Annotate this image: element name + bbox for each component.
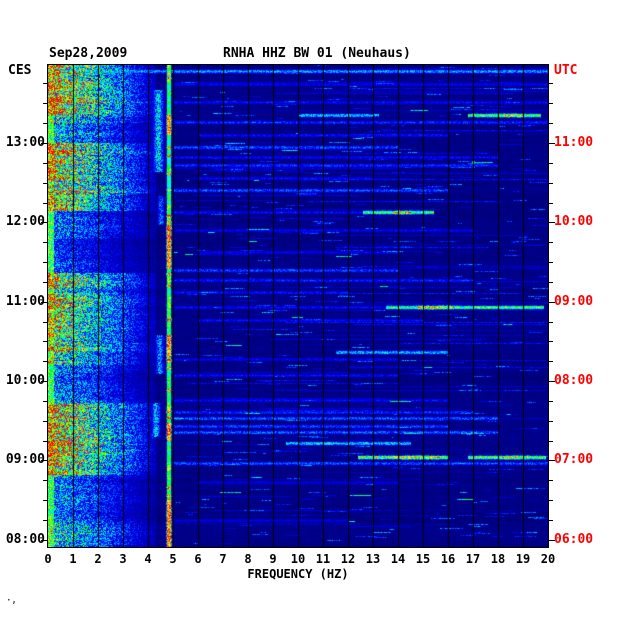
time-tick-right	[549, 182, 553, 184]
time-tick-left	[43, 341, 47, 343]
spectrogram-canvas	[48, 65, 548, 547]
freq-tick-label: 15	[415, 552, 431, 566]
time-tick-left	[43, 361, 47, 363]
freq-tick-label: 16	[440, 552, 456, 566]
freq-tick-label: 12	[340, 552, 356, 566]
freq-tick-label: 14	[390, 552, 406, 566]
left-timezone-label: CES	[8, 63, 32, 78]
time-tick-left	[43, 123, 47, 125]
right-timezone-label: UTC	[554, 63, 578, 78]
time-tick-right	[549, 301, 555, 303]
time-tick-left	[43, 321, 47, 323]
time-tick-right	[549, 222, 555, 224]
freq-tick-label: 4	[144, 552, 152, 566]
time-tick-right	[549, 381, 555, 383]
time-tick-left	[43, 400, 47, 402]
time-tick-right	[549, 83, 553, 85]
plot-frame	[47, 64, 549, 548]
time-tick-left	[43, 500, 47, 502]
time-tick-left	[43, 480, 47, 482]
time-tick-left	[43, 83, 47, 85]
x-axis-title: FREQUENCY (HZ)	[247, 567, 349, 581]
time-tick-right	[549, 242, 553, 244]
time-tick-right	[549, 162, 553, 164]
left-time-label: 09:00	[5, 452, 45, 468]
freq-tick-label: 11	[315, 552, 331, 566]
freq-tick-label: 17	[465, 552, 481, 566]
time-tick-left	[43, 162, 47, 164]
time-tick-left	[43, 103, 47, 105]
time-tick-left	[41, 460, 47, 462]
freq-tick-label: 2	[94, 552, 102, 566]
time-tick-left	[41, 381, 47, 383]
time-tick-right	[549, 123, 553, 125]
time-tick-left	[43, 519, 47, 521]
time-tick-right	[549, 262, 553, 264]
freq-tick-label: 6	[194, 552, 202, 566]
freq-tick-label: 20	[540, 552, 556, 566]
time-tick-right	[549, 460, 555, 462]
freq-tick-label: 9	[269, 552, 277, 566]
time-tick-right	[549, 143, 555, 144]
corner-artifact: ·,	[6, 596, 17, 606]
time-tick-left	[43, 281, 47, 283]
time-tick-right	[549, 539, 555, 541]
right-time-label: 11:00	[554, 135, 594, 150]
freq-tick-label: 8	[244, 552, 252, 566]
freq-tick-label: 0	[44, 552, 52, 566]
time-tick-right	[549, 400, 553, 402]
left-time-label: 11:00	[5, 293, 45, 309]
freq-tick-label: 3	[119, 552, 127, 566]
time-tick-right	[549, 420, 553, 422]
time-tick-right	[549, 480, 553, 482]
right-time-label: 08:00	[554, 373, 594, 389]
freq-tick-label: 1	[69, 552, 77, 566]
time-tick-left	[43, 242, 47, 244]
freq-tick-label: 13	[365, 552, 381, 566]
time-tick-left	[41, 539, 47, 541]
time-tick-left	[43, 420, 47, 422]
time-tick-left	[41, 301, 47, 303]
plot-title: RNHA HHZ BW 01 (Neuhaus)	[223, 46, 411, 61]
time-tick-right	[549, 281, 553, 283]
right-time-label: 07:00	[554, 452, 594, 468]
time-tick-right	[549, 519, 553, 521]
right-time-label: 10:00	[554, 214, 594, 230]
time-tick-right	[549, 500, 553, 502]
time-tick-right	[549, 341, 553, 343]
left-time-label: 13:00	[5, 135, 45, 150]
left-time-label: 12:00	[5, 214, 45, 230]
freq-tick-label: 18	[490, 552, 506, 566]
freq-tick-label: 19	[515, 552, 531, 566]
left-time-label: 10:00	[5, 373, 45, 389]
right-time-label: 06:00	[554, 531, 594, 547]
time-tick-right	[549, 361, 553, 363]
time-tick-left	[41, 143, 47, 144]
time-tick-left	[43, 182, 47, 184]
time-tick-right	[549, 321, 553, 323]
time-tick-left	[43, 262, 47, 264]
time-tick-right	[549, 103, 553, 105]
right-time-label: 09:00	[554, 293, 594, 309]
time-tick-right	[549, 202, 553, 204]
time-tick-right	[549, 440, 553, 442]
freq-tick-label: 10	[290, 552, 306, 566]
freq-tick-label: 7	[219, 552, 227, 566]
time-tick-left	[43, 440, 47, 442]
time-tick-left	[41, 222, 47, 224]
freq-tick-label: 5	[169, 552, 177, 566]
date-label: Sep28,2009	[49, 46, 128, 61]
time-tick-left	[43, 202, 47, 204]
left-time-label: 08:00	[5, 531, 45, 547]
